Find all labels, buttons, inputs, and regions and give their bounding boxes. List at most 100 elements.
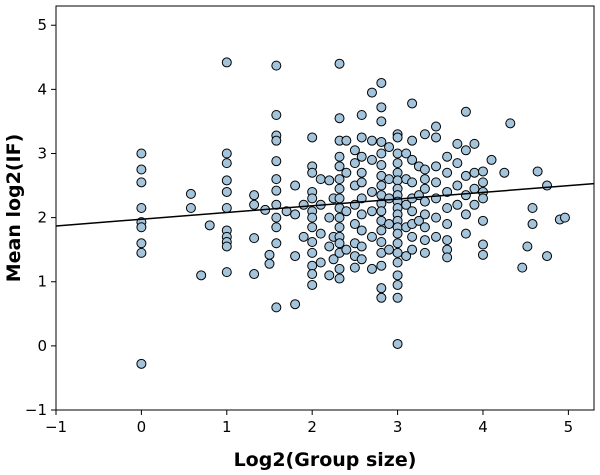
data-point [185, 203, 196, 213]
data-point [366, 206, 377, 217]
data-point [307, 212, 318, 223]
data-point [334, 58, 345, 69]
data-point [349, 158, 360, 169]
x-axis: −1 0 1 2 3 4 5 [45, 410, 573, 436]
y-tick-label: 3 [37, 144, 47, 162]
data-point [477, 193, 488, 204]
data-point [392, 228, 403, 239]
data-point [349, 262, 360, 273]
data-point [356, 151, 367, 162]
data-point [469, 199, 480, 210]
data-point [307, 279, 318, 290]
data-point [431, 212, 442, 223]
data-point [407, 206, 418, 217]
data-point [419, 129, 430, 140]
data-point [477, 215, 488, 226]
data-point [419, 183, 430, 194]
data-point [401, 199, 412, 210]
data-point [290, 209, 301, 220]
data-point [392, 247, 403, 258]
data-point [249, 199, 260, 210]
data-point [442, 235, 453, 246]
y-tick-label: 5 [37, 16, 47, 34]
x-tick-label: −1 [45, 418, 67, 436]
data-point [460, 190, 471, 201]
y-axis: −1 0 1 2 3 4 5 [25, 16, 56, 419]
data-point [185, 188, 196, 199]
data-point [324, 241, 335, 252]
data-point [392, 292, 403, 303]
data-point [407, 177, 418, 188]
data-point [407, 244, 418, 255]
data-point [431, 177, 442, 188]
data-point [469, 138, 480, 149]
data-point [442, 167, 453, 178]
data-point [307, 260, 318, 271]
data-point [341, 206, 352, 217]
data-point [407, 135, 418, 146]
data-point [376, 283, 387, 294]
data-point [407, 231, 418, 242]
data-point [249, 269, 260, 280]
data-points [136, 57, 570, 369]
data-point [460, 145, 471, 156]
data-point [307, 132, 318, 143]
data-point [460, 228, 471, 239]
data-point [527, 219, 538, 230]
data-point [366, 186, 377, 197]
data-point [505, 118, 516, 129]
data-point [384, 244, 395, 255]
data-point [376, 225, 387, 236]
data-point [136, 148, 147, 159]
data-point [264, 258, 275, 269]
data-point [221, 158, 232, 169]
data-point [136, 238, 147, 249]
data-point [136, 177, 147, 188]
data-point [376, 160, 387, 171]
data-point [469, 183, 480, 194]
data-point [419, 235, 430, 246]
data-point [460, 106, 471, 117]
x-tick-label: 3 [393, 418, 403, 436]
data-point [264, 249, 275, 260]
data-point [366, 135, 377, 146]
data-point [271, 110, 282, 121]
data-point [442, 252, 453, 263]
data-point [376, 116, 387, 127]
data-point [136, 358, 147, 369]
data-point [334, 273, 345, 284]
data-point [334, 161, 345, 172]
data-point [431, 161, 442, 172]
data-point [221, 186, 232, 197]
data-point [477, 166, 488, 177]
data-point [324, 175, 335, 186]
data-point [221, 241, 232, 252]
data-point [392, 338, 403, 349]
data-point [324, 212, 335, 223]
data-point [477, 239, 488, 250]
data-point [307, 167, 318, 178]
data-point [392, 238, 403, 249]
data-point [376, 136, 387, 147]
data-point [431, 132, 442, 143]
data-point [376, 292, 387, 303]
data-point [527, 203, 538, 213]
data-point [315, 228, 326, 239]
data-point [271, 212, 282, 223]
data-point [334, 263, 345, 274]
data-point [376, 77, 387, 88]
data-point [356, 193, 367, 204]
data-point [290, 251, 301, 262]
data-point [442, 219, 453, 230]
data-point [328, 254, 339, 265]
data-point [356, 177, 367, 188]
data-point [401, 251, 412, 262]
x-tick-label: 0 [137, 418, 147, 436]
data-point [392, 132, 403, 143]
data-point [384, 219, 395, 230]
data-point [366, 263, 377, 274]
data-point [452, 138, 463, 149]
data-point [542, 180, 553, 191]
data-point [271, 302, 282, 313]
